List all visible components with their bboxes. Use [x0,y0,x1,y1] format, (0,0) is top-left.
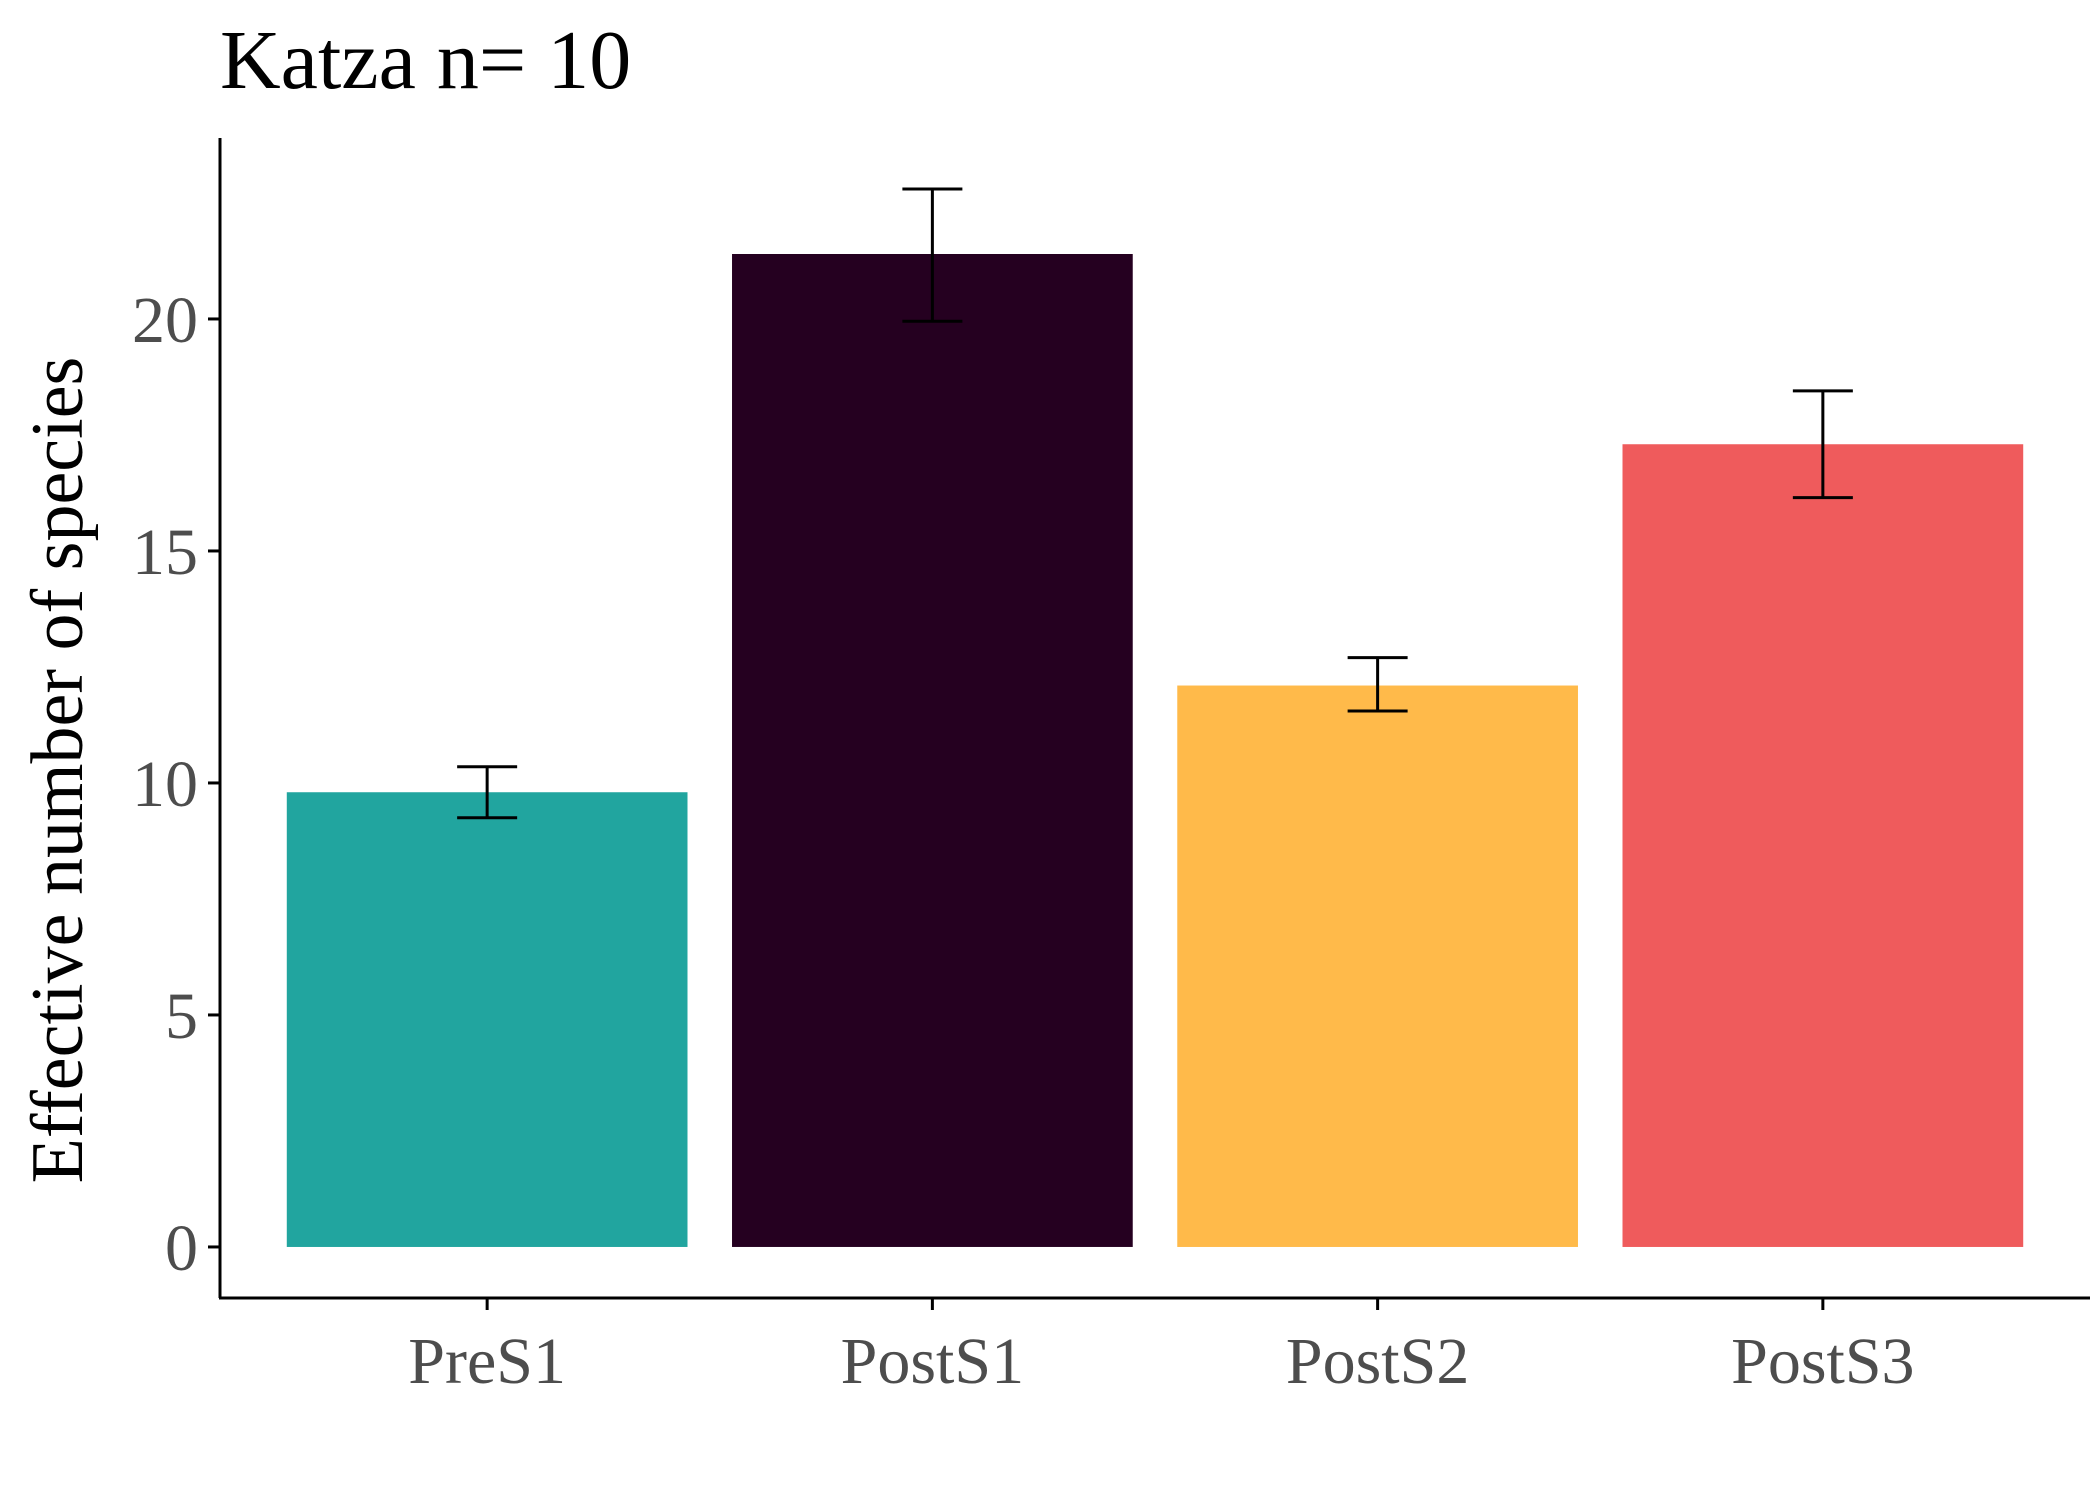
bar-posts1 [732,254,1133,1247]
x-tick-label-pres1: PreS1 [408,1325,566,1398]
y-axis-title: Effective number of species [17,357,99,1184]
x-tick-label-posts1: PostS1 [841,1325,1024,1398]
bar-pres1 [286,792,688,1247]
x-axis-ticks: PreS1 PostS1 PostS2 PostS3 [408,1298,1915,1398]
y-tick-label: 5 [165,980,198,1053]
error-bar-pres1 [457,765,518,820]
error-bar-posts1 [902,187,963,323]
x-tick-label-posts2: PostS2 [1286,1325,1469,1398]
bar-posts3 [1622,444,2024,1247]
y-tick-label: 20 [132,284,198,357]
y-tick-label: 0 [165,1212,198,1285]
bar-posts2 [1177,685,1578,1247]
y-tick-label: 10 [132,748,198,821]
error-bars-group [457,187,1853,820]
chart-title: Katza n= 10 [220,14,631,107]
bars-group [286,254,2024,1247]
y-tick-label: 15 [132,516,198,589]
x-tick-label-posts3: PostS3 [1731,1325,1914,1398]
error-bar-posts2 [1347,656,1408,713]
error-bar-posts3 [1792,389,1853,500]
y-axis-ticks: 0 5 10 15 20 [132,284,220,1285]
